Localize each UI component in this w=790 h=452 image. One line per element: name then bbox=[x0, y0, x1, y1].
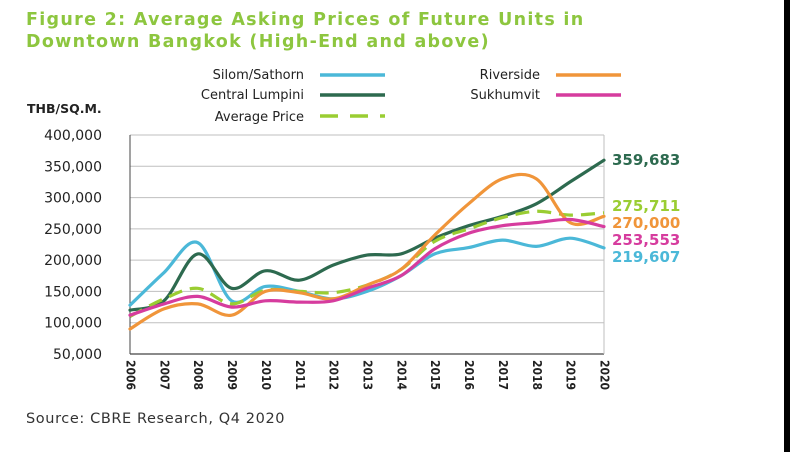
legend-label-riverside: Riverside bbox=[480, 68, 540, 83]
x-tick-label: 2018 bbox=[530, 360, 544, 390]
y-tick-label: 300,000 bbox=[44, 191, 102, 207]
y-tick-label: 400,000 bbox=[44, 128, 102, 144]
y-axis-label: THB/SQ.M. bbox=[27, 101, 102, 116]
x-tick-label: 2016 bbox=[462, 360, 476, 390]
end-label-average-price: 275,711 bbox=[612, 197, 680, 215]
legend-label-central-lumpini: Central Lumpini bbox=[201, 88, 304, 103]
figure-title-line1: Figure 2: Average Asking Prices of Futur… bbox=[26, 10, 585, 30]
y-tick-label: 150,000 bbox=[44, 284, 102, 300]
y-tick-label: 100,000 bbox=[44, 316, 102, 332]
y-tick-label: 250,000 bbox=[44, 222, 102, 238]
x-tick-label: 2020 bbox=[598, 360, 612, 390]
end-label-riverside: 270,000 bbox=[612, 214, 680, 232]
y-tick-label: 200,000 bbox=[44, 253, 102, 269]
legend-label-sukhumvit: Sukhumvit bbox=[470, 88, 540, 103]
x-tick-label: 2019 bbox=[564, 360, 578, 390]
y-tick-label: 350,000 bbox=[44, 159, 102, 175]
end-label-silom-sathorn: 219,607 bbox=[612, 248, 680, 266]
right-border bbox=[784, 0, 790, 452]
x-tick-label: 2012 bbox=[327, 360, 341, 390]
source-note: Source: CBRE Research, Q4 2020 bbox=[26, 411, 286, 427]
y-tick-label: 50,000 bbox=[53, 347, 102, 363]
series-line-central-lumpini bbox=[128, 158, 606, 312]
legend-label-average-price: Average Price bbox=[215, 110, 304, 125]
x-tick-label: 2011 bbox=[293, 360, 307, 390]
legend-label-silom-sathorn: Silom/Sathorn bbox=[213, 68, 304, 83]
x-tick-label: 2015 bbox=[428, 360, 442, 390]
end-label-central-lumpini: 359,683 bbox=[612, 151, 680, 169]
x-tick-label: 2013 bbox=[361, 360, 375, 390]
x-tick-label: 2006 bbox=[124, 360, 138, 390]
series-line-silom-sathorn bbox=[128, 236, 606, 307]
x-tick-label: 2010 bbox=[259, 360, 273, 390]
x-tick-label: 2014 bbox=[394, 360, 408, 391]
end-label-sukhumvit: 253,553 bbox=[612, 231, 680, 249]
x-tick-label: 2009 bbox=[225, 360, 239, 390]
x-tick-label: 2007 bbox=[157, 360, 171, 390]
series-line-riverside bbox=[128, 172, 606, 331]
x-tick-label: 2008 bbox=[191, 360, 205, 390]
figure-title: Figure 2: Average Asking Prices of Futur… bbox=[26, 9, 766, 53]
figure-title-line2: Downtown Bangkok (High-End and above) bbox=[26, 32, 490, 52]
x-tick-label: 2017 bbox=[496, 360, 510, 390]
series-line-sukhumvit bbox=[128, 217, 606, 317]
series-line-average-price bbox=[129, 209, 605, 318]
